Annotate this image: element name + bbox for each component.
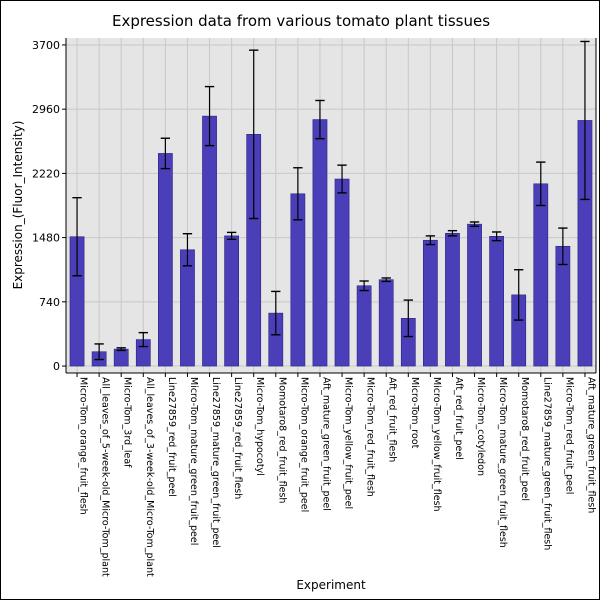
bar (158, 153, 173, 367)
x-tick-label: Micro-Tom_orange_fruit_peel (298, 377, 309, 512)
y-tick-label: 740 (39, 296, 60, 309)
x-tick-label: Micro-Tom_hypocotyl (254, 377, 265, 476)
plot-area (66, 38, 596, 373)
x-tick-label: Micro-Tom_red_fruit_flesh (365, 377, 376, 497)
x-tick-label: Line27859_red_fruit_peel (166, 377, 177, 497)
x-tick-label: Momotaro8_red_fruit_flesh (276, 377, 287, 503)
y-tick-label: 2220 (32, 167, 60, 180)
x-tick-label: Aft_red_fruit_peel (453, 377, 464, 460)
bar (113, 348, 129, 367)
y-tick-label: 1480 (32, 232, 60, 245)
x-axis-label: Experiment (296, 578, 366, 592)
bar (180, 249, 195, 367)
x-tick-label: Micro-Tom_root (409, 377, 420, 449)
x-tick-label: Micro-Tom_yellow_fruit_peel (343, 377, 354, 509)
x-tick-labels: Micro-Tom_orange_fruit_flesh All_leaves_o… (78, 377, 597, 577)
x-tick-label: Momotaro8_red_fruit_peel (519, 377, 530, 501)
bar (224, 235, 239, 367)
bar (489, 236, 504, 367)
chart-title: Expression data from various tomato plan… (112, 12, 490, 30)
bar (334, 178, 350, 367)
bars (69, 115, 593, 367)
error-bars (72, 40, 590, 361)
x-tick-label: Line27859_red_fruit_flesh (232, 377, 243, 499)
x-tick-label: Micro-Tom_red_fruit_peel (563, 377, 574, 494)
bar (378, 279, 394, 367)
x-tick-label: Micro-Tom_orange_fruit_flesh (78, 377, 89, 515)
y-axis-label: Expression_(Fluor_Intensity) (11, 121, 25, 290)
y-tick-label: 3700 (32, 39, 60, 52)
x-tick-label: Micro-Tom_mature_green_fruit_peel (188, 377, 199, 545)
x-tick-label: Aft_mature_green_fruit_flesh (585, 377, 596, 513)
x-tick-label: All_leaves_of_3-week-old_Micro-Tom_plant (144, 377, 155, 577)
x-tick-label: Micro-Tom_mature_green_fruit_flesh (497, 377, 508, 548)
bar (312, 119, 328, 367)
x-tick-label: Aft_mature_green_fruit_peel (320, 377, 331, 511)
bar (467, 223, 482, 367)
x-tick-label: Line27859_mature_green_fruit_peel (210, 377, 221, 548)
x-tick-label: Aft_red_fruit_flesh (387, 377, 398, 462)
axes (62, 38, 597, 377)
bar (356, 285, 372, 367)
y-tick-labels: 0 740 1480 2220 2960 3700 (32, 39, 60, 373)
y-tick-label: 0 (53, 360, 60, 373)
bar (445, 232, 460, 367)
bar (533, 183, 549, 367)
x-tick-label: Line27859_mature_green_fruit_flesh (541, 377, 552, 550)
x-tick-label: Micro-Tom_cotyledon (475, 377, 486, 476)
bar (202, 115, 217, 367)
y-tick-label: 2960 (32, 103, 60, 116)
x-tick-label: Micro-Tom_yellow_fruit_flesh (431, 377, 442, 512)
bar (423, 239, 438, 367)
x-tick-label: All_leaves_of_5-week-old_Micro-Tom_plant (100, 377, 111, 577)
x-tick-label: Micro-Tom_3rd_leaf (122, 377, 133, 468)
